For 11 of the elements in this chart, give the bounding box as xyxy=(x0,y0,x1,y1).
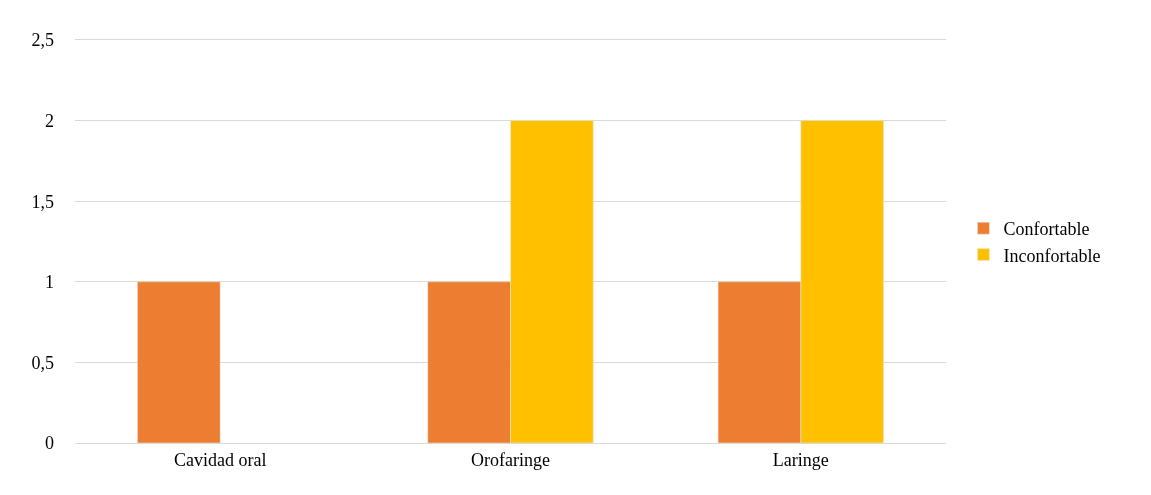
y-tick-label: 1 xyxy=(45,272,54,293)
y-tick-label: 0,5 xyxy=(31,352,54,373)
y-tick-label: 0 xyxy=(45,433,54,454)
x-tick-label: Laringe xyxy=(772,449,829,470)
y-tick-label: 1,5 xyxy=(31,191,54,212)
legend-label: Inconfortable xyxy=(1003,245,1101,266)
x-tick-label: Cavidad oral xyxy=(173,449,267,470)
y-tick-label: 2,5 xyxy=(31,30,54,51)
legend-label: Confortable xyxy=(1003,219,1090,240)
y-tick-label: 2 xyxy=(45,110,54,131)
x-tick-label: Orofaringe xyxy=(471,449,550,470)
